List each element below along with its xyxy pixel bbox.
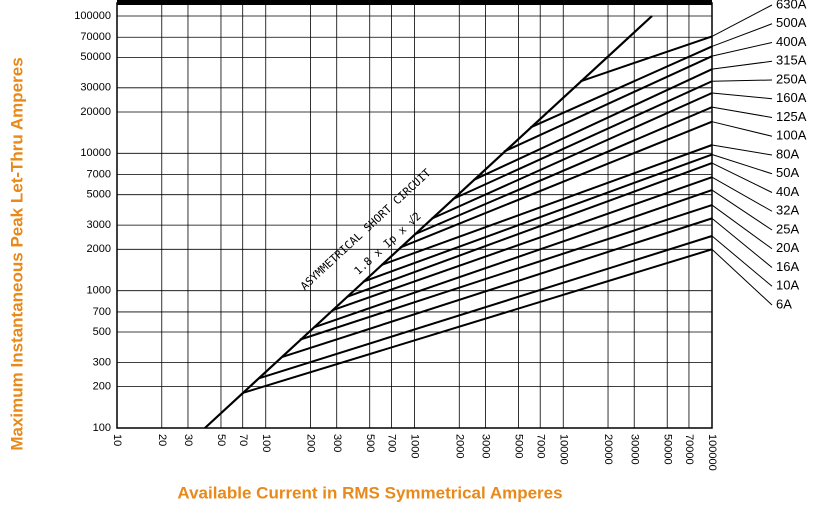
y-tick-label: 20000	[80, 106, 111, 118]
leader-line	[711, 217, 773, 268]
x-tick-label: 10000	[557, 434, 569, 465]
x-tick-label: 70	[237, 434, 249, 446]
x-tick-label: 3000	[480, 434, 492, 458]
x-tick-label: 10	[111, 434, 123, 446]
y-tick-label: 30000	[80, 82, 111, 94]
leader-line	[711, 42, 773, 57]
y-tick-label: 100000	[74, 10, 111, 22]
y-tick-label: 5000	[87, 189, 111, 201]
x-tick-label: 30	[182, 434, 194, 446]
legend-label: 315A	[776, 53, 807, 68]
leader-line	[711, 176, 773, 212]
fuse-curve	[242, 248, 713, 394]
x-tick-label: 100	[260, 434, 272, 452]
x-tick-label: 100000	[706, 434, 718, 471]
fuse-curve	[381, 144, 713, 266]
y-tick-label: 2000	[87, 243, 111, 255]
legend-label: 50A	[776, 165, 799, 180]
y-tick-label: 300	[93, 356, 111, 368]
x-tick-label: 20	[156, 434, 168, 446]
x-tick-label: 5000	[513, 434, 525, 458]
leader-line	[711, 144, 773, 156]
leader-line	[711, 204, 773, 250]
x-tick-label: 500	[364, 434, 376, 452]
fuse-curve	[258, 235, 713, 380]
x-tick-label: 700	[386, 434, 398, 452]
legend-label: 400A	[776, 34, 807, 49]
leader-line	[711, 248, 773, 306]
fuse-curve	[503, 55, 713, 153]
y-axis-title: Maximum Instantaneous Peak Let-Thru Ampe…	[7, 57, 26, 450]
legend-label: 10A	[776, 278, 799, 293]
y-tick-label: 1000	[87, 285, 111, 297]
legend-label: 40A	[776, 184, 799, 199]
fuse-curve	[362, 153, 713, 283]
fuse-curve	[431, 92, 713, 220]
x-tick-label: 70000	[683, 434, 695, 465]
legend-label: 16A	[776, 259, 799, 274]
fuse-curve	[579, 35, 713, 83]
fuse-curve	[282, 217, 713, 358]
fuse-curve	[414, 106, 713, 236]
leader-line	[711, 79, 773, 82]
x-tick-label: 7000	[534, 434, 546, 458]
x-tick-label: 1000	[409, 434, 421, 458]
y-tick-label: 70000	[80, 31, 111, 43]
y-tick-label: 200	[93, 381, 111, 393]
leader-line	[711, 92, 773, 100]
y-tick-label: 700	[93, 306, 111, 318]
legend-label: 125A	[776, 109, 807, 124]
fuse-curve	[473, 68, 713, 181]
legend-label: 25A	[776, 221, 799, 236]
leader-line	[711, 60, 773, 70]
leader-line	[711, 162, 773, 193]
fuse-curve	[299, 204, 713, 341]
leader-line	[711, 121, 773, 137]
fuse-curve	[529, 45, 713, 129]
x-tick-label: 300	[331, 434, 343, 452]
fuse-curve	[346, 162, 713, 298]
y-tick-label: 50000	[80, 51, 111, 63]
leader-line	[711, 106, 773, 118]
fuse-curve	[313, 189, 713, 329]
legend-label: 80A	[776, 146, 799, 161]
x-tick-label: 50000	[661, 434, 673, 465]
y-tick-label: 3000	[87, 219, 111, 231]
y-tick-label: 7000	[87, 169, 111, 181]
leader-line	[711, 189, 773, 231]
legend-label: 6A	[776, 296, 792, 311]
fuse-curve	[452, 80, 713, 201]
legend-label: 500A	[776, 15, 807, 30]
x-axis-title: Available Current in RMS Symmetrical Amp…	[177, 483, 562, 502]
x-tick-label: 20000	[602, 434, 614, 465]
leader-line	[711, 154, 773, 175]
legend-label: 160A	[776, 90, 807, 105]
x-tick-label: 200	[305, 434, 317, 452]
y-tick-label: 100	[93, 422, 111, 434]
legend-label: 32A	[776, 203, 799, 218]
fuse-curve	[399, 120, 713, 249]
leader-line	[711, 4, 773, 37]
legend-label: 250A	[776, 71, 807, 86]
x-tick-label: 2000	[453, 434, 465, 458]
annotation: 1.8 x Ip x √2	[352, 210, 424, 278]
y-tick-label: 10000	[80, 147, 111, 159]
legend-label: 630A	[776, 0, 807, 11]
x-tick-label: 30000	[628, 434, 640, 465]
fuse-curve	[331, 176, 713, 312]
legend-label: 20A	[776, 240, 799, 255]
short-circuit-line	[204, 15, 653, 429]
y-tick-label: 500	[93, 326, 111, 338]
leader-line	[711, 235, 773, 287]
legend-label: 100A	[776, 128, 807, 143]
x-tick-label: 50	[215, 434, 227, 446]
annotation: ASYMMETRICAL SHORT CIRCUIT	[298, 166, 434, 293]
leader-line	[711, 23, 773, 47]
